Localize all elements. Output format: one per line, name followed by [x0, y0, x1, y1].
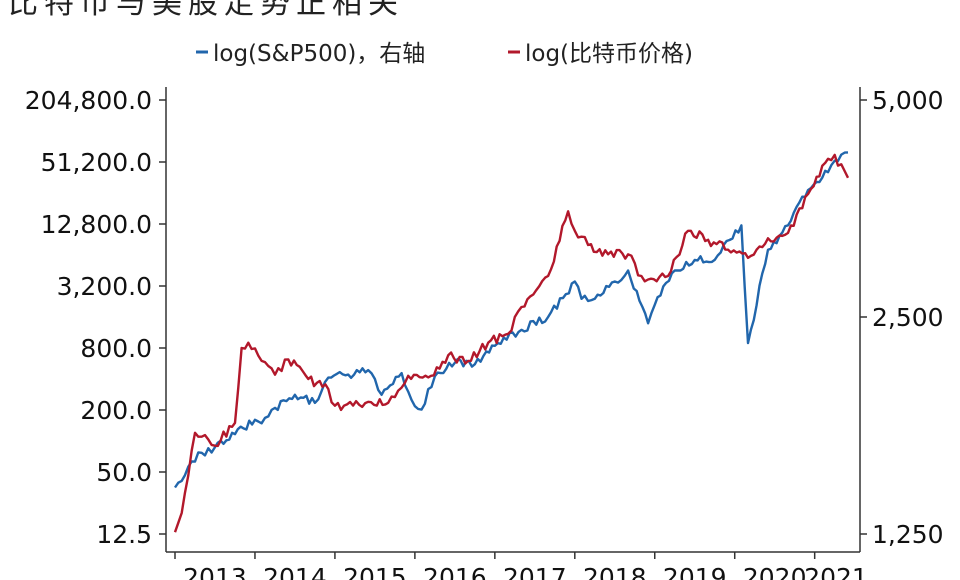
right-tick-label: 2,500 — [872, 303, 944, 332]
series-line-sp500 — [174, 151, 849, 489]
x-tick-label: 2017 — [503, 563, 567, 580]
left-tick-label: 204,800.0 — [25, 86, 152, 115]
left-tick-label: 200.0 — [80, 396, 152, 425]
x-tick-label: 2013 — [183, 563, 247, 580]
x-tick-label: 2014 — [263, 563, 327, 580]
x-tick-label: 2018 — [583, 563, 647, 580]
x-tick-label: 2021 — [804, 563, 868, 580]
legend-label-sp500: log(S&P500)，右轴 — [213, 41, 425, 67]
left-axis-ticks: 204,800.0 51,200.0 12,800.0 3,200.0 800.0 200… — [25, 86, 166, 549]
right-tick-label: 5,000 — [872, 86, 944, 115]
x-tick-label: 2020 — [743, 563, 807, 580]
legend-label-bitcoin: log(比特币价格) — [525, 41, 693, 67]
legend: log(S&P500)，右轴 log(比特币价格) — [196, 41, 693, 67]
left-tick-label: 12.5 — [96, 520, 152, 549]
left-tick-label: 12,800.0 — [41, 210, 152, 239]
right-tick-label: 1,250 — [872, 520, 944, 549]
chart-title: 比特币与美股走势正相关 — [8, 0, 404, 21]
left-tick-label: 3,200.0 — [57, 272, 152, 301]
x-tick-label: 2019 — [663, 563, 727, 580]
series-line-bitcoin — [173, 153, 850, 533]
x-tick-label: 2016 — [423, 563, 487, 580]
left-tick-label: 50.0 — [96, 458, 152, 487]
x-tick-label: 2015 — [343, 563, 407, 580]
right-axis-ticks: 5,000 2,500 1,250 — [860, 86, 944, 549]
left-tick-label: 800.0 — [80, 334, 152, 363]
left-tick-label: 51,200.0 — [41, 148, 152, 177]
